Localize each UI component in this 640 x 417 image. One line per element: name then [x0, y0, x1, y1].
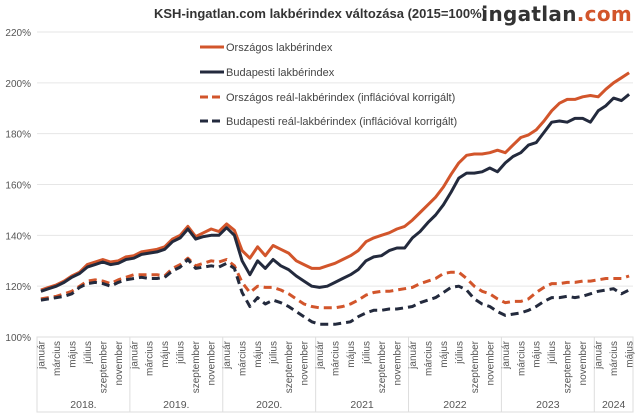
- x-tick-label: január: [408, 340, 419, 369]
- x-tick-label: november: [207, 340, 218, 385]
- x-tick-label: május: [67, 341, 78, 368]
- x-tick-label: szeptember: [284, 340, 295, 393]
- x-tick-label: november: [114, 340, 125, 385]
- year-label: 2024: [602, 399, 626, 411]
- x-tick-label: július: [454, 341, 465, 365]
- x-tick-label: március: [145, 341, 156, 376]
- x-tick-label: szeptember: [470, 340, 481, 393]
- legend-label: Budapesti reál-lakbérindex (inflációval …: [226, 116, 457, 128]
- y-tick-label: 200%: [5, 79, 31, 90]
- series-line-1: [40, 71, 630, 292]
- x-tick-label: november: [485, 340, 496, 385]
- y-tick-label: 100%: [5, 333, 31, 344]
- year-label: 2018.: [70, 399, 96, 411]
- series-line-2: [40, 93, 631, 293]
- logo-text: ingatlan: [481, 2, 577, 26]
- x-tick-label: március: [238, 341, 249, 376]
- x-tick-label: május: [625, 341, 636, 368]
- x-tick-label: július: [269, 341, 280, 365]
- x-tick-label: november: [578, 340, 589, 385]
- legend-label: Országos reál-lakbérindex (inflációval k…: [226, 92, 455, 104]
- x-tick-label: május: [253, 341, 264, 368]
- x-tick-label: március: [516, 341, 527, 376]
- x-tick-label: szeptember: [377, 340, 388, 393]
- x-tick-label: március: [52, 341, 63, 376]
- legend-label: Országos lakbérindex: [226, 42, 333, 54]
- x-tick-label: november: [392, 340, 403, 385]
- x-tick-label: március: [609, 341, 620, 376]
- y-tick-label: 140%: [5, 231, 31, 242]
- x-tick-label: május: [160, 341, 171, 368]
- x-tick-label: július: [176, 341, 187, 365]
- ingatlan-logo: ingatlan.com: [481, 2, 632, 26]
- x-tick-label: május: [439, 341, 450, 368]
- series-line-4: [40, 258, 630, 326]
- y-tick-label: 220%: [5, 28, 31, 39]
- x-tick-label: január: [36, 340, 47, 369]
- y-tick-label: 120%: [5, 282, 31, 293]
- year-label: 2023: [536, 399, 560, 411]
- legend-label: Budapesti lakbérindex: [226, 67, 335, 79]
- x-tick-label: január: [315, 340, 326, 369]
- x-tick-label: március: [331, 341, 342, 376]
- x-tick-label: szeptember: [98, 340, 109, 393]
- series-line-3: [40, 256, 630, 310]
- x-tick-label: március: [423, 341, 434, 376]
- x-tick-label: május: [346, 341, 357, 368]
- year-label: 2020.: [256, 399, 282, 411]
- year-label: 2022: [443, 399, 467, 411]
- x-tick-label: szeptember: [563, 340, 574, 393]
- chart-title: KSH-ingatlan.com lakbérindex változása (…: [154, 6, 486, 21]
- x-tick-label: július: [361, 341, 372, 365]
- x-tick-label: július: [547, 341, 558, 365]
- y-tick-label: 180%: [5, 130, 31, 141]
- y-tick-label: 160%: [5, 181, 31, 192]
- year-label: 2021: [350, 399, 374, 411]
- x-tick-label: január: [594, 340, 605, 369]
- x-tick-label: július: [83, 341, 94, 365]
- x-tick-label: január: [129, 340, 140, 369]
- x-tick-label: január: [222, 340, 233, 369]
- logo-suffix: .com: [576, 2, 632, 26]
- x-tick-label: május: [532, 341, 543, 368]
- year-label: 2019.: [163, 399, 189, 411]
- x-tick-label: szeptember: [191, 340, 202, 393]
- x-tick-label: november: [300, 340, 311, 385]
- x-tick-label: január: [501, 340, 512, 369]
